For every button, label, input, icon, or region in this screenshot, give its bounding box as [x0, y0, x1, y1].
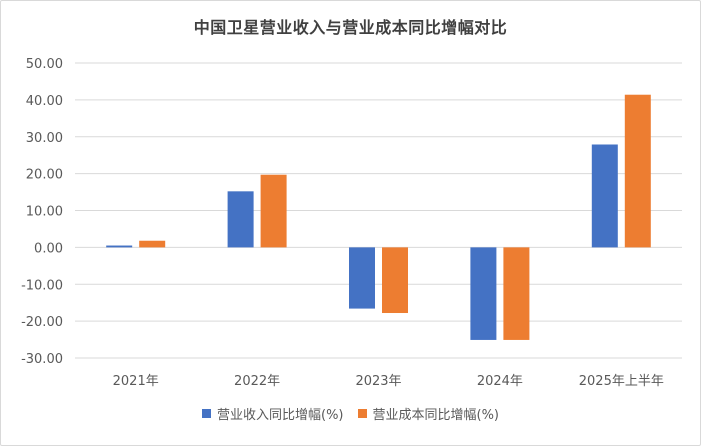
y-tick-label: -10.00	[21, 278, 63, 293]
bar-cost-4	[624, 94, 651, 248]
x-tick-label: 2025年上半年	[579, 374, 664, 389]
y-tick-label: 50.00	[26, 57, 63, 72]
y-tick-label: 30.00	[26, 131, 63, 146]
x-tick-label: 2022年	[234, 374, 280, 389]
y-tick-label: -30.00	[21, 352, 63, 367]
bar-cost-3	[503, 247, 530, 340]
y-tick-label: 40.00	[26, 94, 63, 109]
chart-title: 中国卫星营业收入与营业成本同比增幅对比	[193, 18, 508, 37]
y-tick-label: -20.00	[21, 315, 63, 330]
legend-label-revenue: 营业收入同比增幅(%)	[217, 408, 344, 423]
bar-revenue-4	[591, 144, 618, 248]
chart-legend: 营业收入同比增幅(%) 营业成本同比增幅(%)	[0, 404, 701, 423]
bar-revenue-3	[470, 247, 497, 340]
x-tick-label: 2021年	[113, 374, 159, 389]
bar-cost-2	[382, 247, 408, 314]
bar-revenue-2	[349, 247, 375, 309]
legend-label-cost: 营业成本同比增幅(%)	[372, 408, 500, 423]
y-tick-label: 10.00	[26, 205, 63, 220]
legend-item-revenue: 营业收入同比增幅(%)	[202, 404, 344, 423]
bar-cost-1	[260, 174, 287, 248]
legend-swatch-revenue	[202, 409, 211, 418]
bar-cost-0	[139, 240, 166, 248]
legend-swatch-cost	[357, 409, 367, 418]
y-tick-label: 20.00	[26, 168, 63, 183]
legend-item-cost: 营业成本同比增幅(%)	[357, 404, 500, 423]
x-tick-label: 2023年	[355, 374, 401, 389]
bar-revenue-1	[227, 191, 254, 248]
y-tick-label: 0.00	[34, 241, 63, 256]
bar-revenue-0	[106, 245, 133, 248]
x-tick-label: 2024年	[477, 374, 523, 389]
